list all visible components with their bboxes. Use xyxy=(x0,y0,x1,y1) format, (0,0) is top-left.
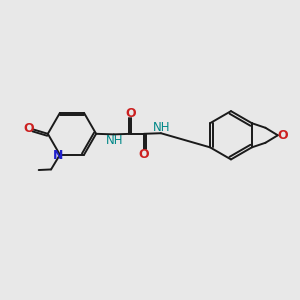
Text: N: N xyxy=(53,149,64,162)
Text: O: O xyxy=(125,107,136,120)
Text: O: O xyxy=(278,129,288,142)
Text: O: O xyxy=(139,148,149,160)
Text: O: O xyxy=(24,122,34,135)
Text: NH: NH xyxy=(106,134,124,147)
Text: NH: NH xyxy=(153,121,171,134)
